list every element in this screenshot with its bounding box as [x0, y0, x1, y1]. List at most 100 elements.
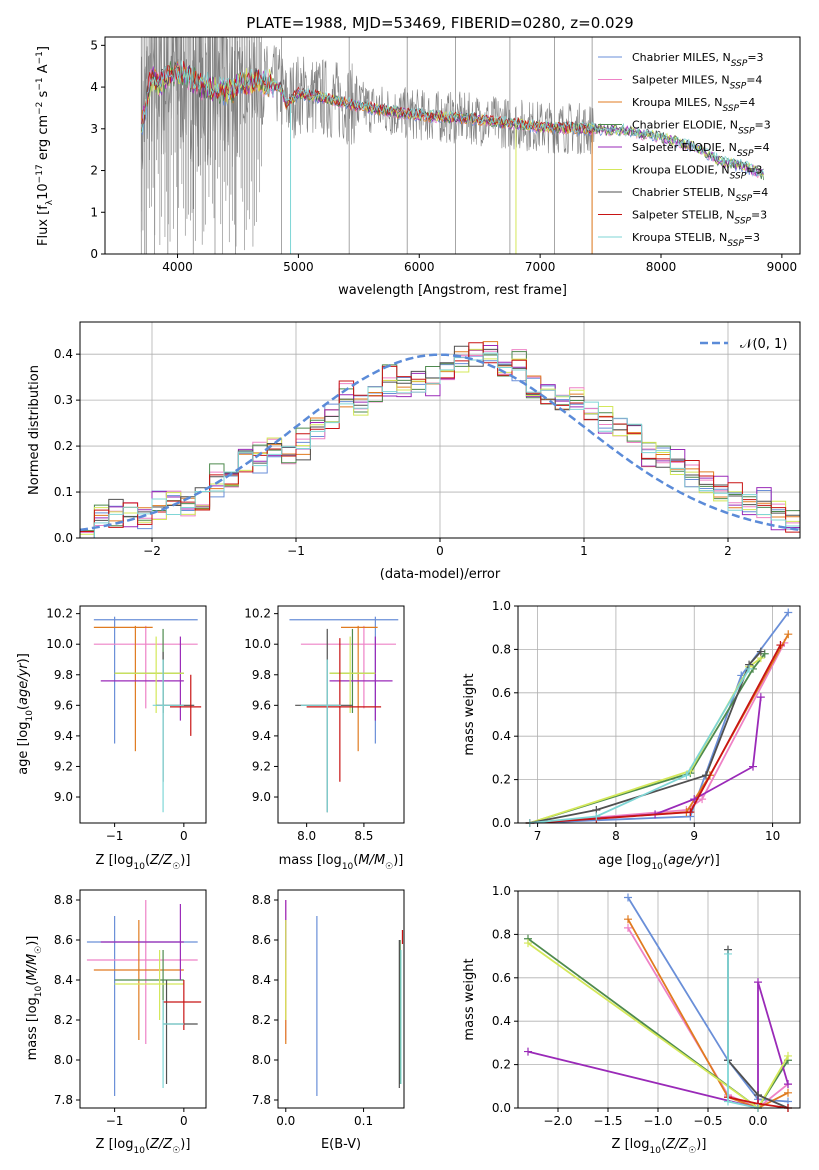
label-part: 10 [36, 183, 51, 200]
label-part: M/M [358, 853, 385, 868]
label-part: SSP [727, 239, 744, 249]
massweight-marker-chabrier_miles [784, 608, 793, 617]
label-part: =3 [751, 209, 767, 222]
legend-label-chabrier_miles: Chabrier MILES, NSSP=3 [632, 51, 764, 69]
x-tick-label: −2.0 [543, 1114, 572, 1128]
mass-vs-ebv-panel: 0.0 0.1 7.8 8.0 8.2 8.4 8.6 8.8 E(B-V) [252, 889, 405, 1152]
label-part: SSP [738, 127, 755, 137]
label-part: ( [663, 853, 668, 868]
label-part: Salpeter STELIB, N [632, 209, 734, 222]
massweight-marker-salpeter_miles [624, 923, 632, 932]
massweight-marker-kroupa_miles [624, 915, 632, 924]
histogram-plot-area [80, 341, 800, 538]
y-tick-label: 10.2 [46, 607, 73, 621]
legend-label-kroupa_elodie: Kroupa ELODIE, NSSP=3 [632, 164, 762, 182]
label-part: =3 [746, 164, 762, 177]
y-tick-label: 1.0 [492, 884, 511, 898]
label-part: −1 [35, 77, 45, 90]
massweight-marker-kroupa_elodie [524, 939, 532, 948]
y-tick-label: 0.3 [54, 393, 73, 407]
normal-distribution-curve [80, 353, 800, 532]
label-part: )] [16, 653, 31, 663]
x-axis-label: mass [log10(M/M☉)] [279, 853, 404, 872]
legend-label-kroupa_miles: Kroupa MILES, NSSP=4 [632, 96, 755, 114]
y-tick-label: 0 [90, 247, 98, 261]
massweight-marker-salpeter_elodie [524, 1047, 532, 1056]
histogram-kroupa_stelib [80, 352, 800, 538]
label-part: SSP [730, 172, 747, 182]
y-tick-label: 0.6 [492, 971, 511, 985]
observed-spectrum-line [141, 37, 595, 212]
label-part: =3 [744, 231, 760, 244]
label-part: SSP [730, 82, 747, 92]
label-part: SSP [722, 104, 739, 114]
label-part: Kroupa STELIB, N [632, 231, 727, 244]
label-part: Chabrier MILES, N [632, 51, 731, 64]
y-tick-label: 0.8 [492, 927, 511, 941]
label-part: ☉ [688, 1146, 696, 1156]
y-tick-label: 0.0 [54, 531, 73, 545]
x-tick-label: −1.5 [593, 1114, 622, 1128]
axes-frame [104, 36, 801, 255]
legend-label-salpeter_miles: Salpeter MILES, NSSP=4 [632, 74, 762, 92]
x-tick-label: −0.5 [693, 1114, 722, 1128]
y-tick-label: 0.6 [492, 686, 511, 700]
massweight-marker-salpeter_elodie [754, 978, 762, 987]
label-part: Z/Z [149, 1137, 173, 1152]
y-tick-label: 8.6 [54, 933, 73, 947]
label-part: s [36, 90, 51, 101]
label-part: age/yr [668, 853, 711, 868]
x-tick-label: 0 [436, 544, 444, 558]
crosses-plot-area [93, 616, 202, 813]
y-axis-label: mass weight [462, 958, 477, 1040]
x-tick-label: 2 [724, 544, 732, 558]
massweight-line-salpeter_miles [627, 927, 789, 1110]
x-tick-label: 5000 [283, 260, 314, 274]
x-tick-label: −1 [287, 544, 305, 558]
y-tick-label: 2 [90, 164, 98, 178]
y-tick-label: 8.0 [54, 1053, 73, 1067]
y-tick-label: 8.4 [252, 973, 271, 987]
label-part: Kroupa MILES, N [632, 96, 722, 109]
y-tick-label: 5 [90, 38, 98, 52]
y-axis-label: mass [log10(M/M☉)] [25, 936, 44, 1061]
x-tick-label: 8000 [646, 260, 677, 274]
label-part: ( [353, 853, 358, 868]
axes-frame [79, 321, 801, 539]
x-axis-label: E(B-V) [321, 1137, 361, 1152]
y-tick-label: 8.4 [54, 973, 73, 987]
y-tick-label: 8.8 [252, 893, 271, 907]
y-axis-label: mass weight [462, 673, 477, 755]
y-tick-label: 9.0 [252, 790, 271, 804]
label-part: )] [696, 1137, 706, 1152]
x-axis-label: (data-model)/error [380, 567, 501, 582]
label-part: ( [145, 1137, 150, 1152]
legend-label-chabrier_elodie: Chabrier ELODIE, NSSP=3 [632, 119, 771, 137]
label-part: =4 [746, 74, 762, 87]
residuals-panel: −2 −1 0 1 2 0.0 0.1 0.2 0.3 0.4 (data-model)/error… [27, 321, 801, 582]
age-vs-mass-panel: 8.0 8.5 9.0 9.2 9.4 9.6 9.8 10.0 10.2 mass [log10… [244, 605, 405, 872]
y-tick-label: 0.4 [54, 347, 73, 361]
label-part: ( [16, 705, 31, 710]
label-part: )] [710, 853, 720, 868]
label-part: −17 [35, 164, 45, 183]
massweight-vs-metallicity-panel: −2.0 −1.5 −1.0 −0.5 0.0 0.0 0.2 0.4 0.6 0.8 1.0 Z [… [462, 884, 801, 1156]
label-part: Z [log [612, 1137, 650, 1152]
massweight-line-chabrier_stelib [529, 650, 762, 824]
label-part: ☉ [34, 946, 44, 954]
label-part: 10 [133, 862, 145, 872]
label-part: λ [45, 199, 55, 205]
age-vs-metallicity-panel: −1 09.09.29.49.69.810.010.2Z [log10(Z/Z☉)… [16, 605, 207, 872]
massweight-marker-kroupa_stelib [682, 771, 691, 780]
axes-frame [277, 605, 405, 824]
x-tick-label: 9 [690, 829, 698, 843]
label-part: −1 [35, 51, 45, 64]
y-tick-label: 0.0 [492, 816, 511, 830]
label-part: )] [180, 1137, 190, 1152]
massweight-marker-chabrier_miles [624, 893, 632, 902]
label-part: ( [661, 1137, 666, 1152]
massweight-plot-area [525, 608, 793, 827]
y-tick-label: 9.4 [252, 729, 271, 743]
